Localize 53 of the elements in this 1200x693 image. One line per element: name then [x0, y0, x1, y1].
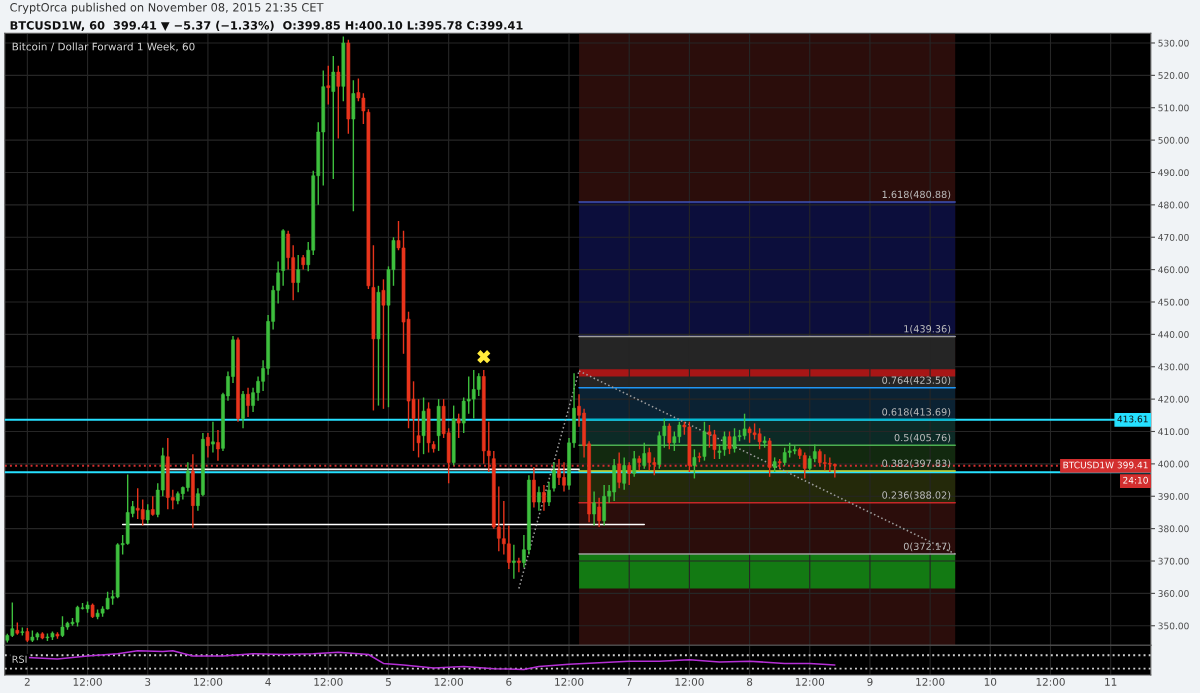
chart-subtitle: BTCUSD1W, 60 399.41 ▼ −5.37 (−1.33%) O:399.85 H:400.10 L:395.78 C:399.41 — [10, 20, 523, 32]
y-tick-label: 470.00 — [1158, 233, 1189, 241]
annotation: 0.5(405.76) — [894, 433, 951, 443]
annotation: 0.382(397.83) — [882, 459, 951, 469]
x-tick-label: 12:00 — [795, 677, 825, 686]
x-tick-label: 12:00 — [434, 677, 463, 686]
x-tick-label: 4 — [265, 678, 271, 686]
x-tick-label: 12:00 — [1036, 677, 1065, 686]
y-tick-label: 450.00 — [1158, 298, 1189, 306]
y-tick-label: 480.00 — [1158, 201, 1189, 209]
y-tick-label: 510.00 — [1158, 104, 1189, 112]
x-tick-label: 12:00 — [675, 677, 704, 686]
y-tick-label: 530.00 — [1158, 39, 1189, 47]
x-tick-label: 12:00 — [314, 677, 343, 686]
y-tick-label: 380.00 — [1158, 525, 1189, 533]
x-tick-label: 2 — [24, 677, 30, 686]
x-tick-label: 10 — [984, 677, 997, 686]
y-tick-label: 400.00 — [1158, 460, 1189, 468]
y-tick-label: 390.00 — [1158, 492, 1189, 500]
annotation: 24:10 — [1123, 476, 1148, 484]
y-tick-label: 460.00 — [1158, 266, 1189, 274]
annotation: 0.618(413.69) — [882, 408, 951, 417]
y-tick-label: 520.00 — [1158, 72, 1189, 79]
ref-line-label: BTCUSD1W 399.41 — [1063, 461, 1148, 469]
x-tick-label: 12:00 — [916, 677, 945, 686]
x-tick-label: 6 — [506, 677, 512, 686]
y-tick-label: 410.00 — [1158, 428, 1189, 436]
text: Bitcoin / Dollar Forward 1 Week, 60 — [12, 42, 195, 52]
y-tick-label: 440.00 — [1158, 331, 1189, 338]
ref-line-label: 413.61 — [1117, 415, 1148, 423]
y-tick-label: 430.00 — [1158, 363, 1189, 371]
y-tick-label: 370.00 — [1158, 557, 1189, 565]
x-tick-label: 12:00 — [194, 677, 223, 686]
y-tick-label: 350.00 — [1158, 622, 1189, 630]
x-tick-label: 9 — [867, 677, 873, 686]
x-tick-label: 8 — [746, 677, 753, 686]
y-tick-label: 360.00 — [1158, 590, 1189, 597]
x-tick-label: 12:00 — [555, 677, 584, 686]
annotation: 0.764(423.50) — [882, 376, 951, 385]
y-tick-label: 490.00 — [1158, 169, 1189, 177]
annotation: RSI — [12, 655, 27, 663]
annotation: 1.618(480.88) — [882, 190, 951, 200]
x-tick-label: 7 — [626, 678, 632, 686]
y-tick-label: 500.00 — [1158, 136, 1189, 144]
annotation: 0(372.17) — [903, 542, 951, 552]
x-tick-label: 12:00 — [73, 677, 102, 686]
x-tick-label: 5 — [385, 678, 391, 686]
annotation: 1(439.36) — [904, 324, 951, 334]
y-tick-label: 420.00 — [1158, 395, 1189, 403]
x-tick-label: 11 — [1105, 678, 1117, 686]
text: CryptOrca published on November 08, 2015 21:35 CET — [10, 2, 324, 14]
x-tick-label: 3 — [145, 677, 151, 686]
annotation: 0.236(388.02) — [882, 491, 951, 500]
